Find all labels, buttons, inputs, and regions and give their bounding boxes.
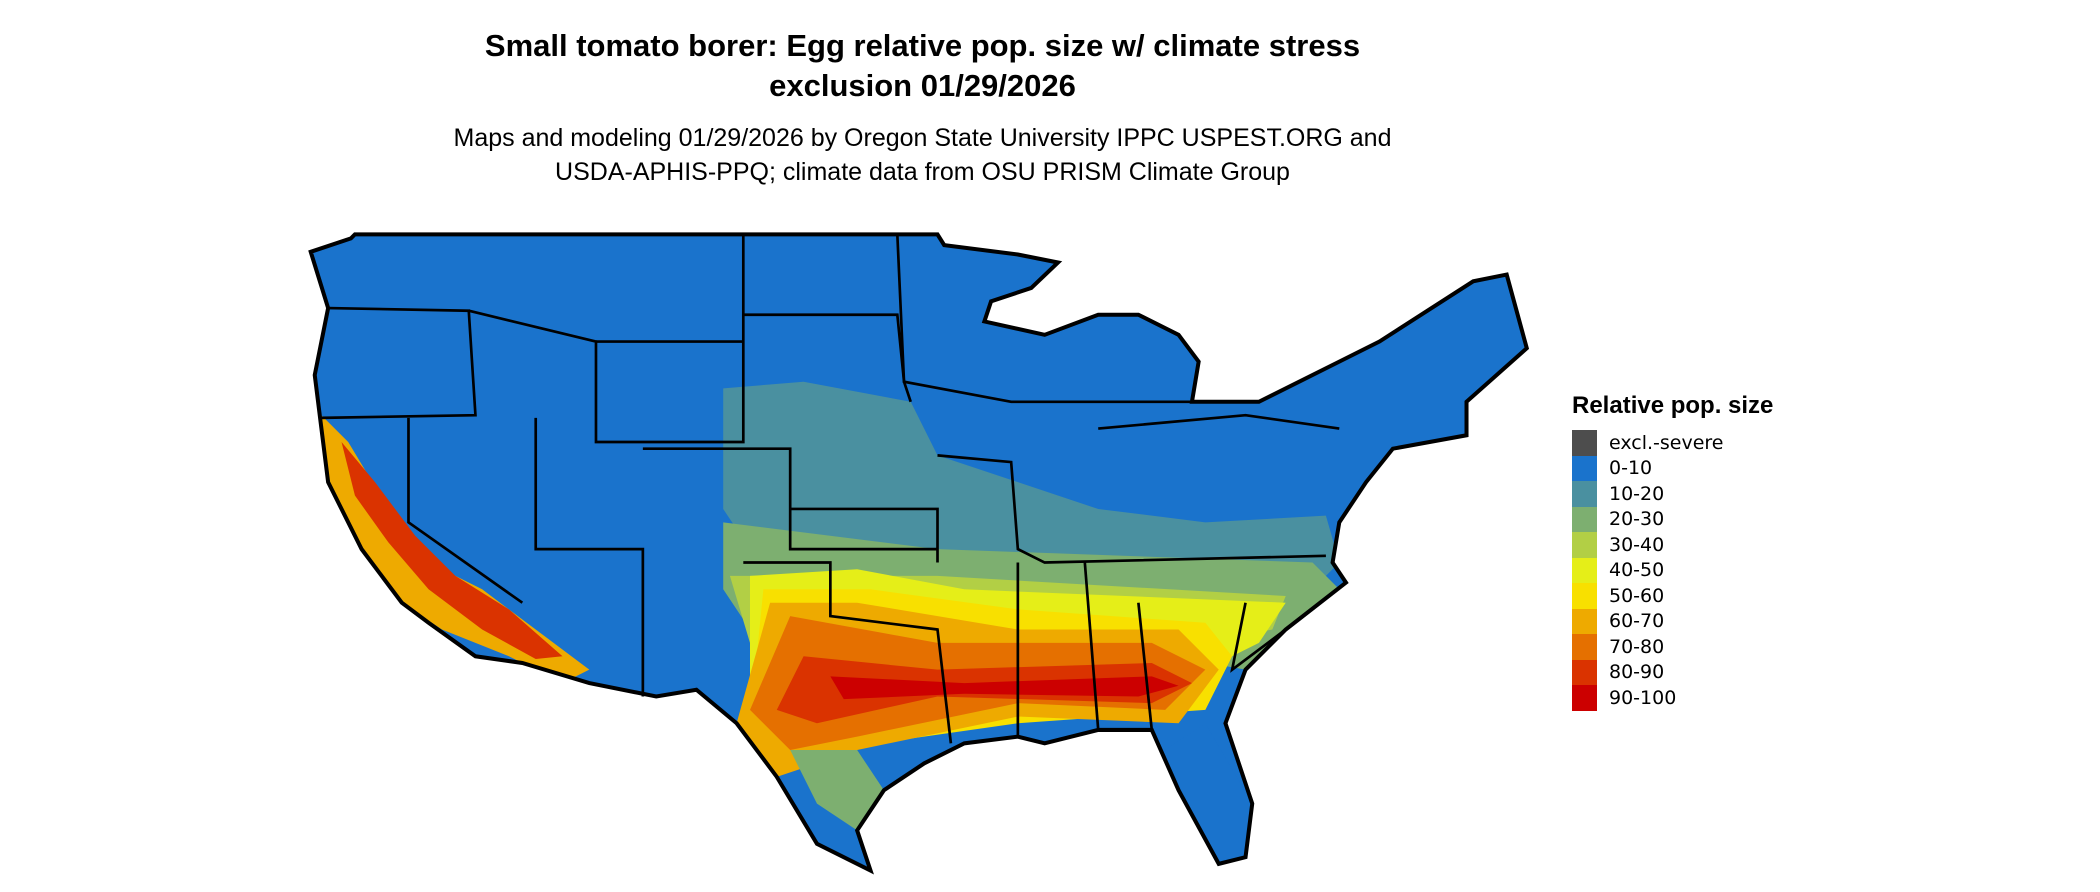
state-borders [321, 234, 1340, 744]
legend: Relative pop. size excl.-severe 0-10 10-20… [1572, 392, 1773, 711]
legend-label: 30-40 [1609, 533, 1665, 556]
zone-cal-warm [321, 415, 590, 684]
legend-label: 60-70 [1609, 610, 1665, 633]
legend-label: 10-20 [1609, 482, 1665, 505]
zone-south-texas [790, 750, 884, 831]
legend-item: 20-30 [1572, 506, 1773, 532]
legend-swatch [1572, 583, 1597, 609]
legend-item: 80-90 [1572, 659, 1773, 685]
map-title-line1: Small tomato borer: Egg relative pop. si… [484, 28, 1361, 63]
legend-label: 20-30 [1609, 508, 1665, 531]
legend-label: 90-100 [1609, 686, 1677, 709]
legend-swatch [1572, 455, 1597, 481]
map-subtitle-line1: Maps and modeling 01/29/2026 by Oregon S… [453, 124, 1392, 152]
map-subtitle-line2: USDA-APHIS-PPQ; climate data from OSU PR… [555, 158, 1290, 186]
legend-item: 30-40 [1572, 532, 1773, 558]
legend-label: 70-80 [1609, 635, 1665, 658]
zone-10-20 [723, 381, 1340, 590]
legend-swatch [1572, 608, 1597, 634]
legend-label: excl.-severe [1609, 431, 1724, 454]
legend-swatch [1572, 685, 1597, 711]
legend-item: 60-70 [1572, 608, 1773, 634]
legend-swatch [1572, 557, 1597, 583]
zone-florida [1165, 723, 1253, 864]
legend-swatch [1572, 506, 1597, 532]
legend-item: 50-60 [1572, 583, 1773, 609]
legend-swatch [1572, 532, 1597, 558]
legend-item: 10-20 [1572, 481, 1773, 507]
legend-item: 90-100 [1572, 685, 1773, 711]
legend-swatch [1572, 430, 1597, 456]
legend-label: 80-90 [1609, 661, 1665, 684]
zone-90-100 [830, 676, 1179, 700]
legend-item: 0-10 [1572, 455, 1773, 481]
legend-swatch [1572, 659, 1597, 685]
legend-item: 70-80 [1572, 634, 1773, 660]
legend-title: Relative pop. size [1572, 392, 1774, 419]
legend-label: 40-50 [1609, 559, 1665, 582]
legend-item: 40-50 [1572, 557, 1773, 583]
legend-item: excl.-severe [1572, 430, 1773, 456]
legend-label: 0-10 [1609, 457, 1653, 480]
legend-swatch [1572, 481, 1597, 507]
legend-label: 50-60 [1609, 584, 1665, 607]
map-title-line2: exclusion 01/29/2026 [769, 68, 1076, 103]
zone-cal-hot [341, 441, 563, 659]
legend-swatch [1572, 634, 1597, 660]
